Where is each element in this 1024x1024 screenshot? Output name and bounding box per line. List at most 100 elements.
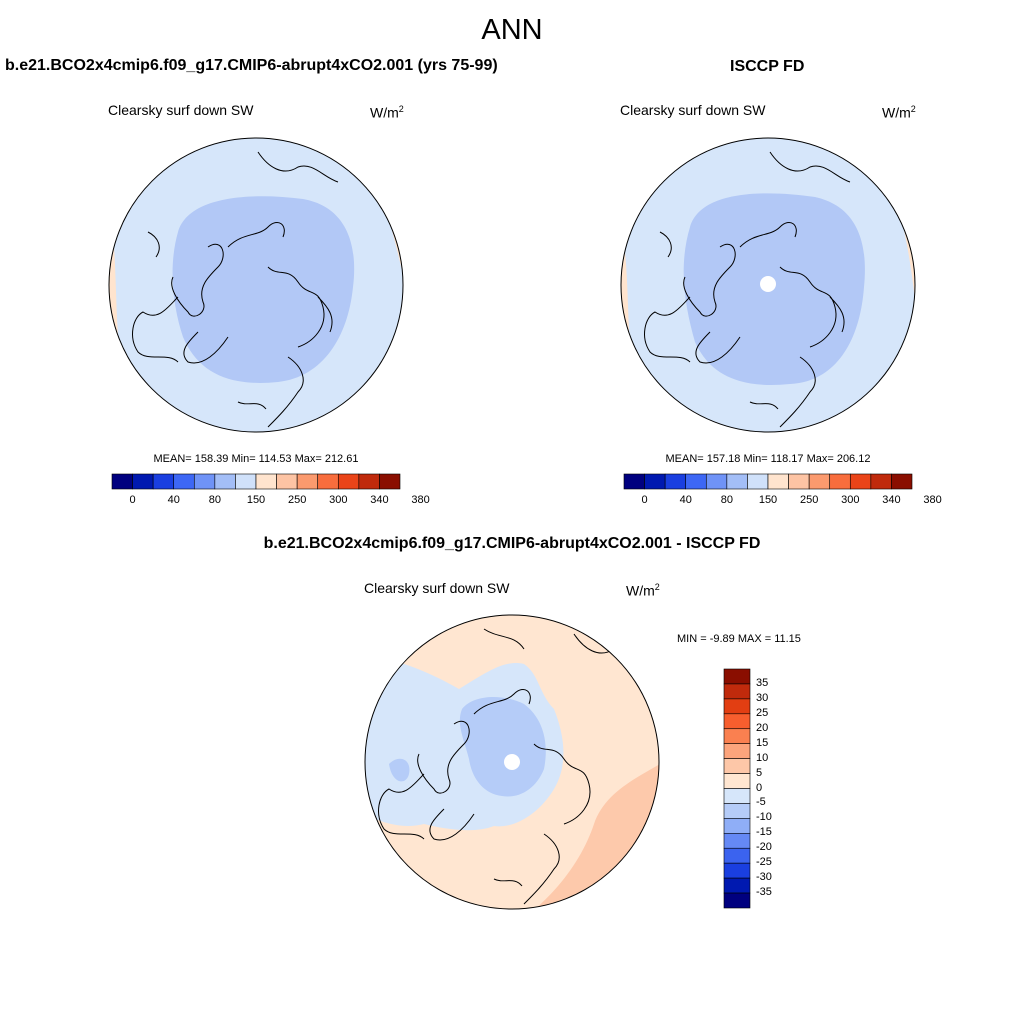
panel-a-colorbar [111, 473, 401, 490]
diff-panel-units: W/m2 [626, 582, 660, 599]
diff-colorbar-box [723, 833, 751, 849]
diff-colorbar-box [723, 862, 751, 879]
diff-colorbar-box [723, 743, 751, 759]
diff-colorbar-tick-label: -10 [756, 811, 772, 824]
panel-a-colorbar-ticks: 0 40 80 150 250 300 340 380 [112, 494, 430, 508]
panel-a-colorbar-tick-label: 340 [370, 494, 389, 506]
diff-polar-hole [504, 754, 520, 770]
panel-a-colorbar-box [214, 473, 236, 490]
diff-colorbar-box [723, 713, 751, 730]
panel-b-colorbar-box [849, 473, 872, 490]
diff-colorbar-box [723, 728, 751, 744]
panel-b-colorbar-tick-label: 250 [799, 494, 819, 506]
panel-a-coastlines [132, 151, 339, 428]
diff-colorbar-tick-label: -20 [756, 841, 772, 854]
diff-colorbar-tick-label: 0 [756, 781, 763, 794]
diff-colorbar-tick-label: 15 [756, 736, 769, 749]
panel-b-colorbar-box [623, 473, 645, 490]
diff-colorbar [723, 668, 751, 909]
diff-panel-title: b.e21.BCO2x4cmip6.f09_g17.CMIP6-abrupt4x… [263, 535, 761, 552]
panel-b-colorbar-box [685, 473, 707, 490]
panel-b-polar-hole [760, 276, 776, 292]
panel-a-variable: Clearsky surf down SW [108, 102, 254, 118]
panel-a-colorbar-box [379, 473, 401, 490]
panel-b-colorbar-box [644, 473, 666, 490]
diff-colorbar-box [723, 892, 751, 909]
panel-b-colorbar-box [747, 473, 769, 490]
diff-colorbar-box [723, 847, 751, 864]
panel-a-colorbar-box [152, 473, 175, 490]
panel-b-colorbar-tick-label: 380 [923, 494, 942, 506]
diff-colorbar-tick-label: -35 [756, 886, 772, 899]
diff-colorbar-tick-label: 20 [756, 721, 769, 734]
diff-colorbar-box [723, 818, 751, 834]
diff-colorbar-box [723, 788, 751, 804]
diff-colorbar-tick-label: -15 [756, 826, 772, 839]
panel-a-field-mid [172, 196, 355, 383]
panel-a-colorbar-box [337, 473, 360, 490]
panel-a-colorbar-box [193, 473, 216, 490]
panel-b-stats: MEAN= 157.18 Min= 118.17 Max= 206.12 [665, 453, 871, 465]
panel-a-colorbar-box [173, 473, 195, 490]
diff-colorbar-tick-label: 10 [756, 751, 769, 764]
panel-a-colorbar-tick-label: 300 [329, 494, 348, 506]
diff-colorbar-tick-label: 25 [756, 706, 769, 719]
panel-a-colorbar-box [276, 473, 298, 490]
panel-b-colorbar-box [870, 473, 892, 490]
panel-b-colorbar-box [664, 473, 687, 490]
figure-title: ANN [481, 14, 543, 46]
diff-colorbar-box [723, 758, 751, 774]
diff-coastlines [378, 628, 615, 905]
panel-a-map-border [108, 137, 404, 433]
diff-panel-map [364, 614, 660, 910]
diff-colorbar-tick-label: -30 [756, 871, 772, 884]
panel-a-stats: MEAN= 158.39 Min= 114.53 Max= 212.61 [153, 453, 359, 465]
diff-colorbar-tick-label: 35 [756, 676, 769, 689]
panel-a-colorbar-tick-label: 80 [208, 494, 221, 506]
diff-colorbar-tick-label: -25 [756, 856, 772, 869]
diff-colorbar-box [723, 773, 751, 789]
diff-colorbar-box [723, 683, 751, 700]
panel-b-colorbar-box [788, 473, 810, 490]
diff-map-border [364, 614, 660, 910]
panel-b-title: ISCCP FD [730, 58, 805, 75]
panel-b-colorbar-box [808, 473, 831, 490]
panel-b-colorbar-box [891, 473, 913, 490]
panel-a-title: b.e21.BCO2x4cmip6.f09_g17.CMIP6-abrupt4x… [5, 57, 498, 74]
diff-colorbar-box [723, 877, 751, 894]
panel-b-field-mid [683, 193, 865, 385]
diff-field-mid-blue-small [389, 758, 410, 782]
panel-a-colorbar-box [111, 473, 133, 490]
panel-a-units: W/m2 [370, 104, 404, 121]
panel-b-colorbar-tick-label: 40 [679, 494, 692, 506]
diff-colorbar-tick-label: -5 [756, 796, 766, 809]
panel-a-colorbar-box [255, 473, 277, 490]
panel-b-colorbar-box [829, 473, 851, 490]
panel-a-colorbar-box [235, 473, 257, 490]
panel-a-colorbar-tick-label: 0 [129, 494, 136, 506]
panel-b-colorbar-ticks: 0 40 80 150 250 300 340 380 [624, 494, 942, 508]
diff-colorbar-box [723, 803, 751, 819]
panel-b-colorbar-tick-label: 150 [758, 494, 778, 506]
panel-a-colorbar-box [296, 473, 319, 490]
panel-b-colorbar-box [767, 473, 789, 490]
diff-panel-stats: MIN = -9.89 MAX = 11.15 [677, 633, 801, 645]
panel-b-variable: Clearsky surf down SW [620, 102, 766, 118]
panel-b-colorbar-box [705, 473, 728, 490]
panel-b-colorbar-tick-label: 300 [841, 494, 860, 506]
panel-a-colorbar-tick-label: 250 [287, 494, 307, 506]
panel-b-colorbar-box [726, 473, 748, 490]
diff-colorbar-box [723, 668, 751, 685]
panel-b-coastlines [644, 151, 851, 428]
panel-b-colorbar [623, 473, 913, 490]
diff-colorbar-box [723, 698, 751, 715]
diff-colorbar-tick-label: 30 [756, 691, 769, 704]
diff-field-mid-blue [459, 697, 546, 797]
diff-panel-variable: Clearsky surf down SW [364, 580, 510, 596]
panel-b-colorbar-tick-label: 80 [720, 494, 733, 506]
panel-b-map [620, 137, 916, 433]
panel-b-colorbar-tick-label: 340 [882, 494, 901, 506]
panel-a-colorbar-box [358, 473, 380, 490]
panel-b-colorbar-tick-label: 0 [641, 494, 648, 506]
panel-a-colorbar-tick-label: 380 [411, 494, 430, 506]
